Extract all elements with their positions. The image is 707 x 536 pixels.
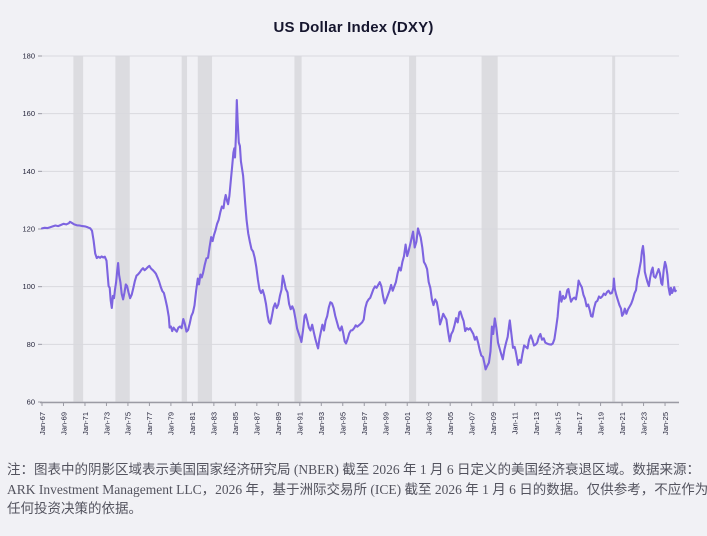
x-tick-label: Jan-09 [489,412,498,435]
footnote-line: 注：图表中的阴影区域表示美国国家经济研究局 (NBER) 截至 2026 年 1… [7,462,700,477]
x-tick-label: Jan-19 [596,412,605,435]
dxy-line-series [40,99,677,371]
y-tick-label: 120 [22,225,35,234]
x-tick-label: Jan-97 [360,412,369,435]
dxy-chart-svg: 60 80 100 120 140 160 180 Jan-67 Jan-69 Jan-71 Jan… [22,52,679,435]
x-tick-label: Jan-93 [317,412,326,435]
x-tick-label: Jan-03 [425,412,434,435]
x-tick-label: Jan-25 [661,412,670,435]
footnote-line: ARK Investment Management LLC，2026 年，基于洲… [7,481,707,497]
y-tick-label: 80 [27,340,35,349]
x-tick-label: Jan-77 [145,412,154,435]
y-tick-label: 180 [22,52,35,61]
page-title: US Dollar Index (DXY) [273,19,434,36]
x-tick-label: Jan-99 [382,412,391,435]
footnote-line: 任何投资决策的依据。 [7,501,142,516]
x-tick-label: Jan-87 [253,412,262,435]
x-tick-label: Jan-85 [231,412,240,435]
x-tick-label: Jan-11 [510,412,519,434]
x-tick-label: Jan-69 [59,412,68,435]
x-tick-label: Jan-73 [102,412,111,435]
x-tick-label: Jan-89 [274,412,283,435]
x-tick-label: Jan-81 [188,412,197,435]
x-tick-label: Jan-17 [575,412,584,435]
x-tick-label: Jan-75 [124,412,133,435]
footnote-text: 注：图表中的阴影区域表示美国国家经济研究局 (NBER) 截至 2026 年 1… [7,460,707,519]
x-tick-label: Jan-95 [339,412,348,435]
x-tick-label: Jan-01 [403,412,412,435]
x-tick-label: Jan-15 [553,412,562,435]
x-tick-label: Jan-07 [467,412,476,435]
y-tick-label: 160 [22,109,35,118]
x-tick-label: Jan-23 [639,412,648,435]
x-tick-label: Jan-05 [446,412,455,435]
y-tick-label: 100 [22,282,35,291]
x-tick-label: Jan-71 [81,412,90,435]
x-tick-label: Jan-67 [38,412,47,435]
x-tick-label: Jan-91 [296,412,305,435]
x-tick-label: Jan-83 [210,412,219,435]
x-tick-label: Jan-79 [167,412,176,435]
x-tick-label: Jan-13 [532,412,541,435]
x-tick-label: Jan-21 [618,412,627,435]
y-tick-label: 140 [22,167,35,176]
y-tick-label: 60 [27,398,35,407]
